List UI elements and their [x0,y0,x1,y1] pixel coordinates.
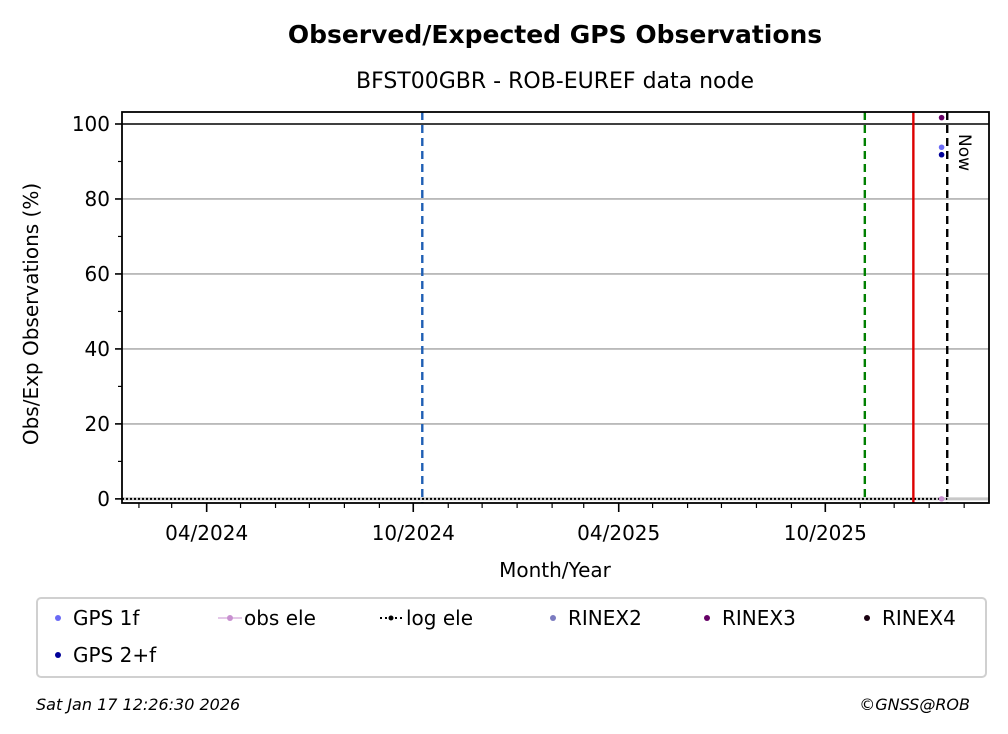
y-tick-label: 80 [85,187,110,211]
y-tick-label: 60 [85,262,110,286]
now-label: Now [954,134,974,171]
legend-item-log-ele-marker [388,615,394,621]
legend: GPS 1f obs ele log ele RINEX2 RINEX3 RINEX4 GP… [55,606,956,667]
y-tick-label: 20 [85,412,110,436]
legend-item-rinex2: RINEX2 [568,606,642,630]
legend-item-obs-ele: obs ele [244,606,316,630]
x-tick-label: 04/2025 [577,521,660,545]
x-tick-label: 10/2024 [372,521,455,545]
legend-item-rinex3-marker [704,615,710,621]
plot-frame [121,111,990,504]
y-tick-label: 0 [97,487,110,511]
data-point-gps-2-f [938,151,945,158]
footer-credit: ©GNSS@ROB [859,695,970,714]
legend-item-log-ele: log ele [406,606,473,630]
y-tick-label: 100 [72,112,110,136]
legend-box [36,597,987,678]
data-point-gps-1f [938,144,945,151]
x-tick-label: 10/2025 [784,521,867,545]
legend-item-rinex4-marker [864,615,870,621]
footer-timestamp: Sat Jan 17 12:26:30 2026 [36,695,240,714]
x-axis-label: Month/Year [499,558,612,582]
chart-title: Observed/Expected GPS Observations [288,20,822,49]
legend-item-rinex3: RINEX3 [722,606,796,630]
x-tick-label: 04/2024 [165,521,248,545]
legend-item-gps-2-f: GPS 2+f [73,643,157,667]
legend-item-gps-1f: GPS 1f [73,606,140,630]
data-point-obs-ele [938,496,945,502]
chart-subtitle: BFST00GBR - ROB-EUREF data node [356,69,754,94]
legend-item-gps-2-f-marker [55,652,61,658]
data-point-rinex3 [938,114,945,121]
y-tick-label: 40 [85,337,110,361]
legend-item-rinex2-marker [550,615,556,621]
legend-item-gps-1f-marker [55,615,61,621]
y-axis-label: Obs/Exp Observations (%) [19,183,43,445]
legend-item-rinex4: RINEX4 [882,606,956,630]
legend-item-obs-ele-marker [227,615,233,621]
